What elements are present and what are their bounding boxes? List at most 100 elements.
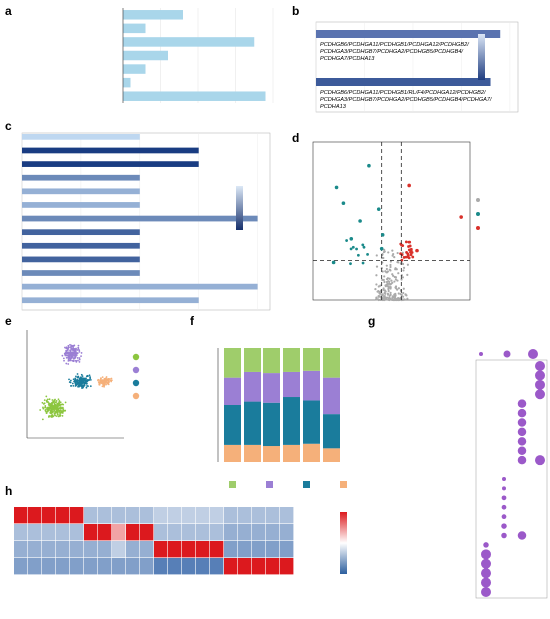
- heatmap-cell: [112, 507, 126, 524]
- gene-point: [415, 248, 419, 253]
- heatmap-cell: [126, 558, 140, 575]
- stacked-segment: [244, 444, 261, 462]
- legend-colorbar: [478, 34, 485, 80]
- ns-point: [389, 297, 392, 300]
- cell-point: [57, 403, 60, 406]
- cell-point: [59, 403, 62, 406]
- ns-point: [374, 288, 377, 291]
- cell-point: [62, 409, 64, 411]
- heatmap-cell: [182, 524, 196, 541]
- heatmap-cell: [56, 541, 70, 558]
- cell-point: [77, 376, 80, 379]
- cell-point: [54, 403, 57, 406]
- gene-list: PCDHGA3/PCDHGB7/PCDHGA2/PCDHGB5/PCDHGB4/: [320, 49, 464, 55]
- ns-point: [384, 270, 387, 273]
- up-point: [411, 255, 415, 259]
- heatmap-cell: [154, 541, 168, 558]
- cell-point: [75, 384, 78, 387]
- cell-point: [59, 411, 62, 414]
- heatmap-cell: [224, 558, 238, 575]
- cell-point: [87, 385, 89, 388]
- cell-point: [59, 401, 62, 404]
- cell-point: [53, 407, 56, 409]
- ns-point: [383, 280, 386, 284]
- cell-point: [67, 355, 70, 358]
- heatmap-cell: [238, 524, 252, 541]
- ns-point: [389, 265, 392, 269]
- ns-point: [383, 250, 386, 253]
- legend-key: [303, 481, 310, 488]
- cell-point: [81, 375, 84, 378]
- heatmap-cell: [42, 541, 56, 558]
- ns-point: [385, 267, 388, 271]
- panel-label-d: d: [292, 131, 299, 145]
- heatmap-cell: [42, 558, 56, 575]
- cell-point: [56, 413, 59, 416]
- gene-point: [334, 185, 339, 190]
- bar: [22, 174, 140, 181]
- stacked-segment: [283, 444, 300, 462]
- stacked-segment: [323, 348, 340, 378]
- cell-point: [74, 379, 77, 382]
- heatmap-cell: [70, 558, 84, 575]
- cell-point: [109, 379, 112, 382]
- dot: [517, 531, 527, 540]
- cell-point: [45, 395, 48, 398]
- legend-key: [132, 379, 140, 387]
- stacked-segment: [244, 371, 261, 402]
- panel-d-volcano-plot: [312, 141, 480, 302]
- dot: [502, 486, 506, 491]
- cell-point: [57, 408, 60, 410]
- heatmap-cell: [140, 507, 154, 524]
- plot-frame: [21, 132, 271, 311]
- heatmap-cell: [98, 524, 112, 541]
- down-point: [355, 247, 358, 251]
- ns-point: [402, 287, 405, 290]
- cell-point: [63, 359, 65, 362]
- gene-list: PCDHGB6/PCDHGA11/PCDHGB1/RL/F4/PCDHGA12/…: [320, 90, 487, 96]
- ns-point: [389, 263, 392, 267]
- cell-point: [64, 401, 67, 404]
- cell-point: [105, 377, 107, 380]
- cell-point: [83, 384, 86, 387]
- cell-point: [45, 410, 47, 413]
- heatmap-cell: [280, 507, 294, 524]
- ns-point: [375, 283, 378, 286]
- cell-point: [72, 384, 75, 387]
- dot: [501, 514, 507, 520]
- gene-list: PCDHGB6/PCDHGA11/PCDHGB1/PCDHGA12/PCDHGB…: [320, 42, 470, 48]
- cell-point: [81, 381, 84, 384]
- heatmap-cell: [98, 558, 112, 575]
- heatmap-cell: [28, 507, 42, 524]
- gene-point: [367, 163, 371, 168]
- up-point: [408, 240, 412, 244]
- gene-point: [380, 233, 385, 237]
- bar: [22, 229, 140, 236]
- cell-point: [75, 375, 77, 378]
- dot: [501, 532, 507, 539]
- heatmap-cell: [238, 507, 252, 524]
- stacked-segment: [224, 405, 241, 445]
- cell-point: [54, 414, 57, 417]
- up-point: [404, 240, 408, 244]
- ns-point: [375, 296, 378, 299]
- cell-point: [74, 382, 77, 385]
- gene-point: [376, 207, 381, 211]
- heatmap-cell: [182, 507, 196, 524]
- up-point: [400, 258, 404, 262]
- cell-point: [103, 377, 106, 380]
- gene-point: [331, 260, 336, 265]
- heatmap-cell: [126, 507, 140, 524]
- cell-point: [48, 415, 50, 418]
- gene-list: PCDHA13: [320, 104, 347, 110]
- cell-point: [101, 385, 104, 388]
- cell-point: [55, 410, 58, 413]
- heatmap-cell: [210, 558, 224, 575]
- cell-point: [71, 344, 74, 347]
- cell-point: [103, 385, 105, 388]
- cell-point: [52, 405, 55, 408]
- heatmap-cell: [196, 507, 210, 524]
- plot-frame: [312, 141, 471, 301]
- ns-point: [385, 296, 388, 300]
- ns-point: [389, 260, 392, 263]
